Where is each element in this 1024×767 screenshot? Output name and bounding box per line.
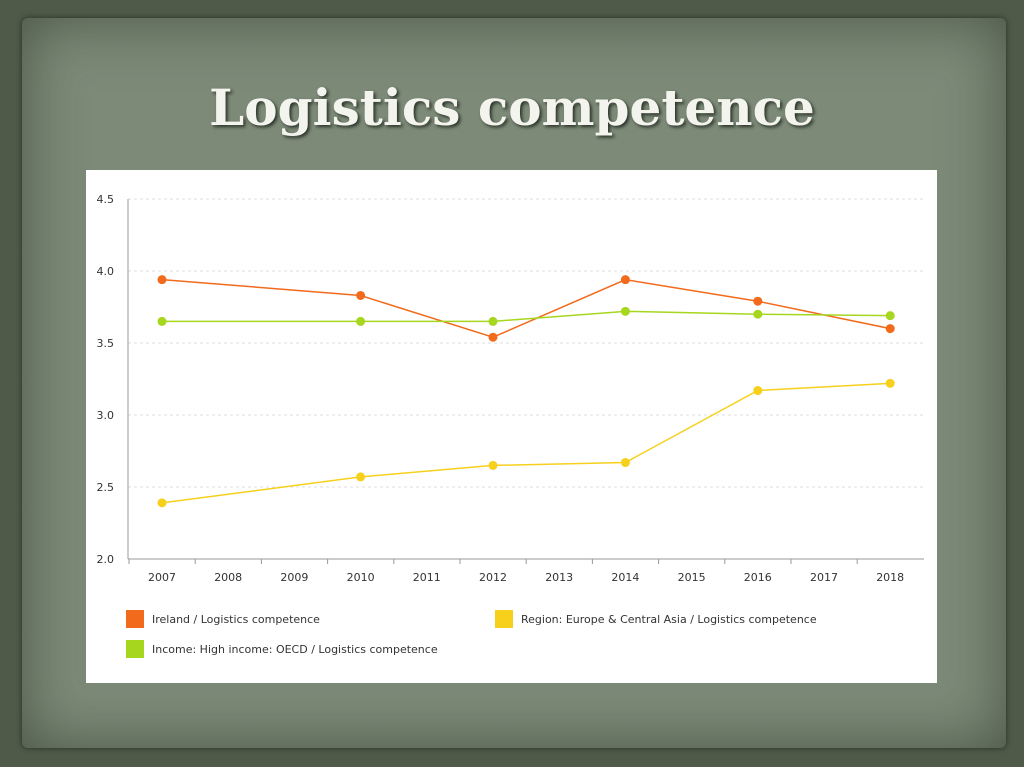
x-tick-label: 2015 <box>678 571 706 584</box>
legend-item-ireland: Ireland / Logistics competence <box>126 610 320 628</box>
x-tick-label: 2017 <box>810 571 838 584</box>
y-tick-label: 3.0 <box>97 409 115 422</box>
y-tick-label: 2.5 <box>97 481 115 494</box>
x-tick-label: 2007 <box>148 571 176 584</box>
data-point <box>157 316 167 326</box>
data-point <box>356 316 366 326</box>
data-point <box>620 458 630 468</box>
chart: 2.0 2.5 3.0 3.5 4.0 4.5 2007 2008 2009 2010 2011 20… <box>86 170 937 683</box>
x-tick-label: 2018 <box>876 571 904 584</box>
legend-swatch <box>126 610 144 628</box>
data-point <box>157 275 167 285</box>
data-point <box>753 386 763 396</box>
line-chart: 2.0 2.5 3.0 3.5 4.0 4.5 2007 2008 2009 2010 2011 20… <box>97 193 924 584</box>
legend-swatch <box>126 640 144 658</box>
data-point <box>488 460 498 470</box>
y-tick-label: 4.5 <box>97 193 115 206</box>
data-point <box>157 498 167 508</box>
slide-title: Logistics competence <box>209 78 815 137</box>
data-point <box>885 378 895 388</box>
data-point <box>885 311 895 321</box>
y-tick-label: 4.0 <box>97 265 115 278</box>
data-point <box>356 290 366 300</box>
x-tick-label: 2013 <box>545 571 573 584</box>
data-point <box>753 296 763 306</box>
y-tick-label: 2.0 <box>97 553 115 566</box>
data-point <box>753 309 763 319</box>
x-tick-label: 2010 <box>347 571 375 584</box>
legend-item-region: Region: Europe & Central Asia / Logistic… <box>495 610 817 628</box>
x-tick-label: 2016 <box>744 571 772 584</box>
legend-swatch <box>495 610 513 628</box>
data-point <box>620 275 630 285</box>
y-tick-label: 3.5 <box>97 337 115 350</box>
series-line-0 <box>161 278 891 339</box>
legend-label: Region: Europe & Central Asia / Logistic… <box>521 612 817 626</box>
x-tick-label: 2014 <box>611 571 639 584</box>
data-point <box>885 324 895 334</box>
series-line-2 <box>162 310 891 323</box>
x-tick-label: 2012 <box>479 571 507 584</box>
x-tick-label: 2009 <box>280 571 308 584</box>
data-point <box>488 332 498 342</box>
x-tick-label: 2011 <box>413 571 441 584</box>
data-point <box>356 472 366 482</box>
legend-item-oecd: Income: High income: OECD / Logistics co… <box>126 640 438 658</box>
data-point <box>488 316 498 326</box>
x-tick-label: 2008 <box>214 571 242 584</box>
data-point <box>620 306 630 316</box>
series-line-1 <box>161 382 891 504</box>
legend-label: Ireland / Logistics competence <box>152 612 320 626</box>
legend-label: Income: High income: OECD / Logistics co… <box>152 642 438 656</box>
